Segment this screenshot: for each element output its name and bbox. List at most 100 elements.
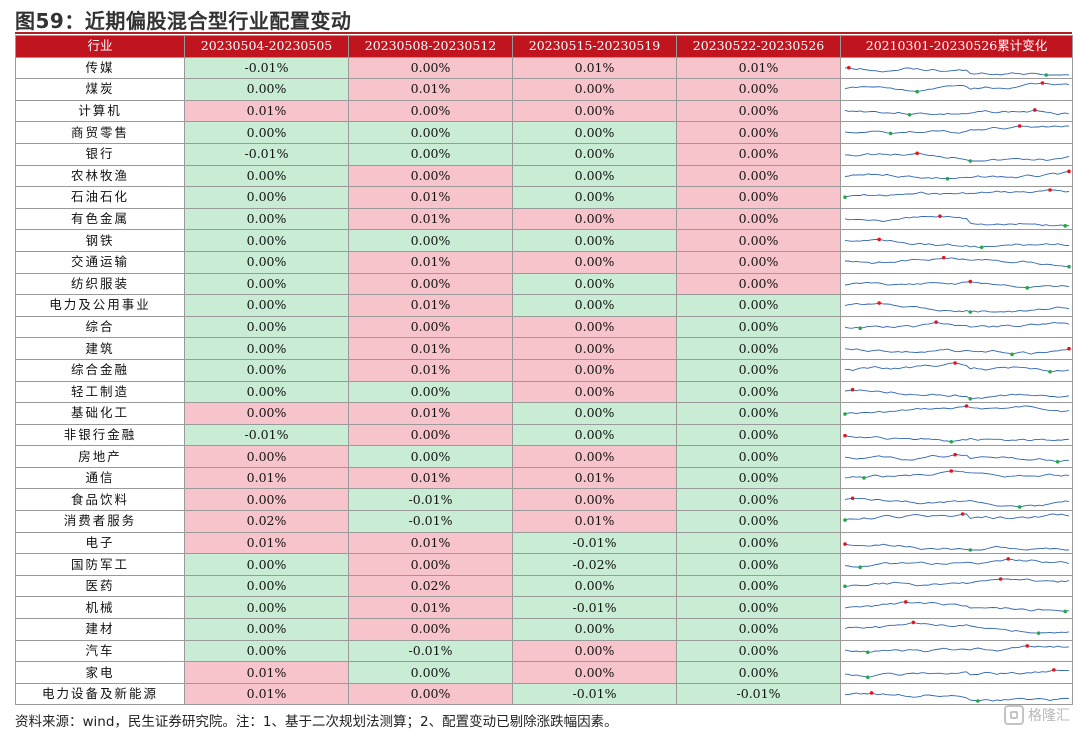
industry-name: 银行 [15, 142, 185, 166]
sparkline-cell [840, 445, 1073, 468]
sparkline-low-marker [858, 326, 862, 331]
change-cell-week-2: 0.01% [348, 337, 513, 360]
sparkline [844, 667, 1069, 679]
table-row: 交通运输 0.00% 0.01% 0.00% 0.00% [15, 250, 1073, 274]
change-cell-week-2: 0.00% [348, 142, 513, 166]
change-cell-week-3: 0.00% [512, 294, 677, 317]
change-cell-week-4: 0.00% [676, 207, 841, 231]
sparkline-cell [840, 186, 1073, 209]
industry-name: 非银行金融 [15, 423, 185, 447]
sparkline-high-marker [960, 512, 965, 517]
sparkline-low-marker [945, 176, 950, 181]
sparkline-low-marker [968, 159, 973, 164]
sparkline [844, 556, 1070, 569]
change-cell-week-3: -0.01% [512, 682, 677, 706]
header-week-3: 20230515-20230519 [512, 35, 677, 58]
industry-name: 煤炭 [15, 78, 185, 101]
sparkline-high-marker [1067, 169, 1071, 174]
change-cell-week-1: 0.01% [184, 99, 349, 123]
sparkline-low-marker [865, 674, 870, 679]
change-cell-week-2: 0.00% [348, 445, 513, 468]
sparkline-trend [845, 257, 1070, 268]
sparkline-cell [840, 402, 1073, 425]
sparkline [844, 108, 1070, 117]
change-cell-week-1: 0.00% [184, 574, 349, 598]
change-cell-week-1: 0.00% [184, 553, 349, 576]
change-cell-week-2: 0.00% [348, 272, 513, 296]
sparkline [844, 387, 1070, 401]
change-cell-week-1: 0.00% [184, 164, 349, 188]
sparkline-cell [840, 682, 1073, 706]
industry-name: 建筑 [15, 337, 185, 360]
sparkline-trend [844, 170, 1070, 180]
change-cell-week-3: 0.00% [512, 423, 677, 447]
table-row: 石油石化 0.00% 0.01% 0.00% 0.00% [15, 186, 1073, 209]
sparkline-low-marker [843, 518, 847, 523]
change-cell-week-1: 0.00% [184, 618, 349, 641]
table-row: 电力及公用事业 0.00% 0.01% 0.00% 0.00% [15, 294, 1073, 317]
sparkline-trend [844, 362, 1070, 373]
change-cell-week-1: 0.00% [184, 207, 349, 231]
watermark-text: 格隆汇 [1028, 708, 1070, 724]
change-cell-week-3: 0.00% [512, 618, 677, 641]
table-row: 汽车 0.00% -0.01% 0.00% 0.00% [15, 639, 1073, 663]
sparkline-cell [840, 488, 1073, 512]
sparkline-trend [844, 405, 1070, 415]
change-cell-week-4: 0.00% [676, 661, 841, 684]
industry-name: 通信 [15, 466, 185, 490]
change-cell-week-2: 0.01% [348, 466, 513, 490]
industry-name: 电子 [15, 531, 185, 555]
change-cell-week-1: 0.01% [184, 661, 349, 684]
change-cell-week-2: 0.01% [348, 294, 513, 317]
change-cell-week-2: 0.01% [348, 531, 513, 555]
sparkline [844, 599, 1070, 613]
sparkline [844, 169, 1071, 181]
sparkline [843, 577, 1070, 589]
industry-name: 石油石化 [15, 186, 185, 209]
change-cell-week-1: 0.00% [184, 596, 349, 620]
change-cell-week-4: 0.00% [676, 337, 841, 360]
sparkline-cell [840, 99, 1073, 123]
change-cell-week-4: 0.00% [676, 99, 841, 123]
change-cell-week-2: 0.00% [348, 380, 513, 404]
sparkline-cell [840, 661, 1073, 684]
change-cell-week-2: 0.00% [348, 661, 513, 684]
sparkline-trend [844, 321, 1070, 329]
change-cell-week-3: 0.00% [512, 488, 677, 512]
sparkline-low-marker [915, 90, 919, 94]
change-cell-week-3: 0.00% [512, 315, 677, 339]
change-cell-week-1: 0.01% [184, 682, 349, 706]
industry-name: 交通运输 [15, 250, 185, 274]
change-cell-week-1: 0.00% [184, 639, 349, 663]
sparkline-high-marker [949, 469, 954, 473]
change-cell-week-3: 0.00% [512, 99, 677, 123]
sparkline-high-marker [968, 279, 973, 284]
change-cell-week-3: 0.00% [512, 272, 677, 296]
table-row: 建材 0.00% 0.00% 0.00% 0.00% [15, 618, 1073, 641]
change-cell-week-2: -0.01% [348, 639, 513, 663]
change-cell-week-2: -0.01% [348, 510, 513, 533]
sparkline [844, 320, 1070, 331]
table-row: 轻工制造 0.00% 0.00% 0.00% 0.00% [15, 380, 1073, 404]
sparkline [843, 433, 1070, 444]
sparkline-cell [840, 380, 1073, 404]
sparkline-high-marker [953, 452, 957, 457]
change-cell-week-3: 0.00% [512, 639, 677, 663]
table-row: 纺织服装 0.00% 0.00% 0.00% 0.00% [15, 272, 1073, 296]
change-cell-week-4: 0.00% [676, 639, 841, 663]
sparkline [844, 644, 1070, 654]
sparkline-high-marker [1052, 667, 1056, 672]
sparkline-trend [844, 125, 1070, 134]
change-cell-week-3: 0.00% [512, 121, 677, 144]
sparkline-high-marker [869, 691, 874, 695]
sparkline [844, 469, 1070, 480]
table-row: 电子 0.01% 0.01% -0.01% 0.00% [15, 531, 1073, 555]
sparkline-high-marker [1067, 346, 1071, 351]
change-cell-week-3: -0.01% [512, 596, 677, 620]
industry-name: 综合 [15, 315, 185, 339]
change-cell-week-1: -0.01% [184, 423, 349, 447]
table-row: 传媒 -0.01% 0.00% 0.01% 0.01% [15, 56, 1073, 80]
change-cell-week-2: 0.01% [348, 358, 513, 382]
change-cell-week-2: 0.01% [348, 207, 513, 231]
change-cell-week-3: 0.01% [512, 510, 677, 533]
